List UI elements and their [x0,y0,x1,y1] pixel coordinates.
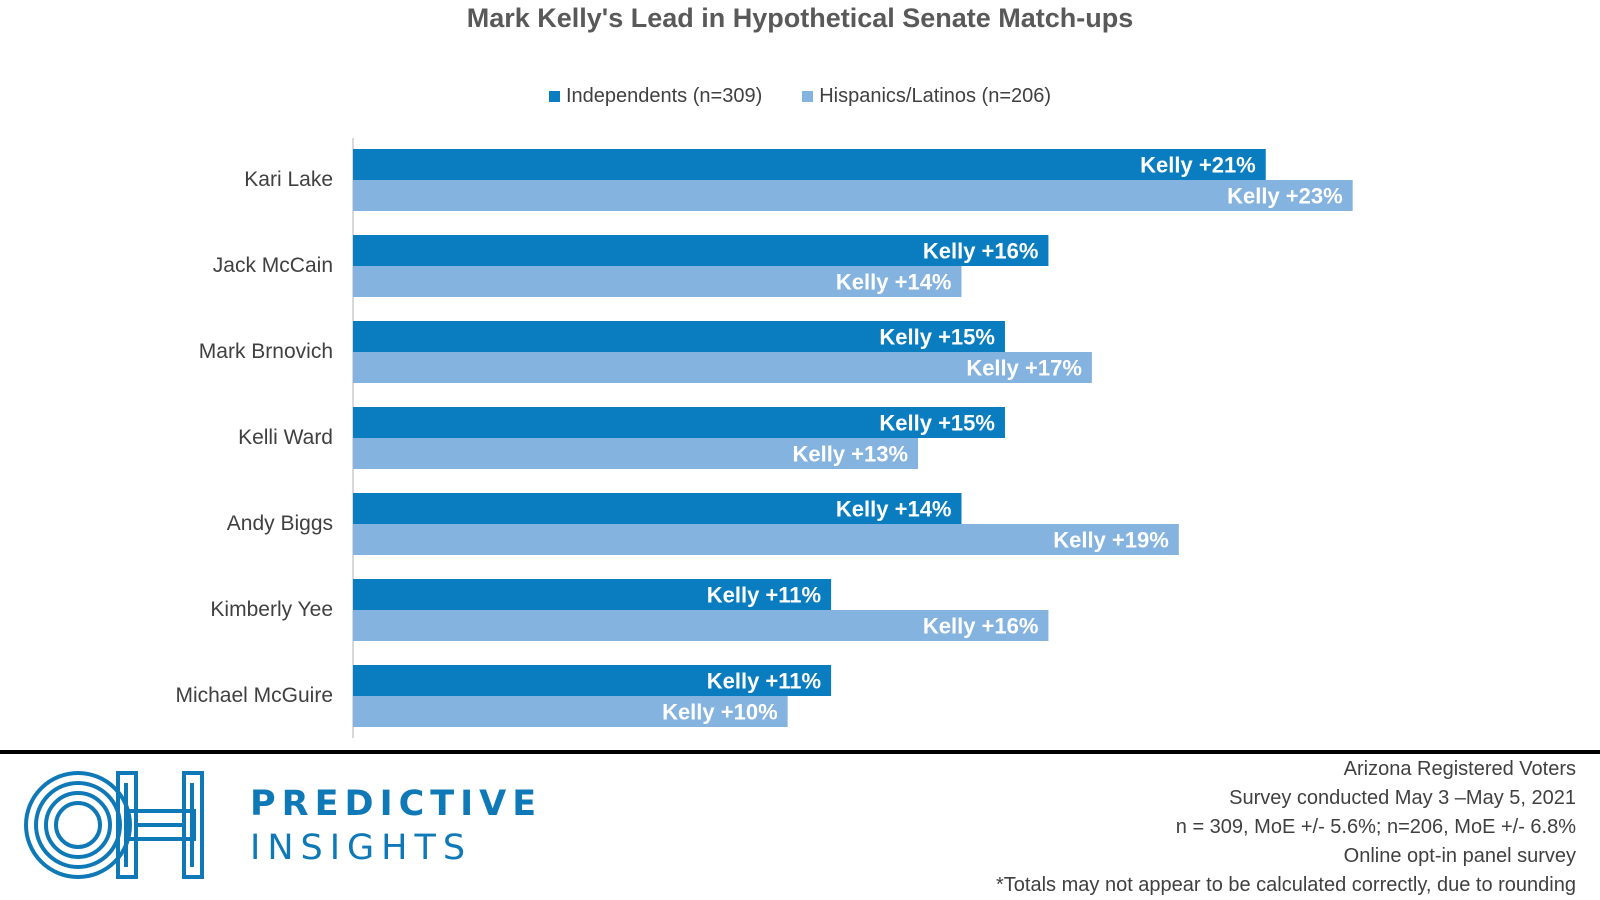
oh-logo [24,771,204,879]
bar-chart: Kari Lake Kelly +21% Kelly +23% Jack McCain… [175,138,1353,738]
chart-legend: Independents (n=309) Hispanics/Latinos (… [0,85,1600,108]
bar-hispanics [353,266,962,297]
note-rounding: *Totals may not appear to be calculated … [996,874,1576,896]
chart-title: Mark Kelly's Lead in Hypothetical Senate… [466,3,1134,33]
bar-data-label: Kelly +14% [836,497,952,522]
bar-independents [353,579,832,610]
bar-independents [353,407,1005,438]
survey-notes: Arizona Registered Voters Survey conduct… [996,755,1576,900]
brand-line-2: INSIGHTS [250,828,473,868]
bar-hispanics [353,610,1049,641]
note-dates: Survey conducted May 3 –May 5, 2021 [1229,787,1576,809]
bar-independents [353,493,962,524]
bar-hispanics [353,524,1179,555]
category-label: Kimberly Yee [210,598,333,621]
category-label: Michael McGuire [175,684,333,707]
bar-hispanics [353,180,1353,211]
bar-data-label: Kelly +15% [879,325,995,350]
bar-data-label: Kelly +23% [1227,184,1343,209]
footer-divider [0,750,1600,754]
bar-data-label: Kelly +13% [792,442,908,467]
bar-data-label: Kelly +15% [879,411,995,436]
brand-line-1: PREDICTIVE [250,784,543,824]
category-label: Kelli Ward [238,426,333,449]
category-label: Mark Brnovich [199,340,333,363]
bar-independents [353,321,1005,352]
note-population: Arizona Registered Voters [1343,758,1576,780]
bar-independents [353,665,832,696]
bar-data-label: Kelly +16% [923,614,1039,639]
legend-label-hispanics: Hispanics/Latinos (n=206) [819,85,1052,107]
legend-swatch-hispanics [802,91,814,102]
bar-independents [353,149,1266,180]
bar-data-label: Kelly +11% [707,583,821,608]
bar-independents [353,235,1049,266]
category-label: Andy Biggs [227,512,333,535]
bar-data-label: Kelly +19% [1053,528,1169,553]
category-label: Jack McCain [213,254,333,277]
bar-data-label: Kelly +11% [707,669,821,694]
bar-hispanics [353,696,788,727]
bar-hispanics [353,438,919,469]
bar-data-label: Kelly +17% [966,356,1082,381]
legend-label-independents: Independents (n=309) [565,85,763,107]
bar-data-label: Kelly +10% [662,700,778,725]
legend-item-independents: Independents (n=309) [548,85,763,108]
brand-wordmark: PREDICTIVE INSIGHTS [250,782,542,870]
bar-hispanics [353,352,1092,383]
category-label: Kari Lake [244,168,333,191]
note-sample: n = 309, MoE +/- 5.6%; n=206, MoE +/- 6.… [1175,816,1576,838]
bar-data-label: Kelly +16% [923,239,1039,264]
note-method: Online opt-in panel survey [1343,845,1576,867]
legend-swatch-independents [548,91,560,102]
legend-item-hispanics: Hispanics/Latinos (n=206) [802,85,1051,108]
bar-data-label: Kelly +21% [1140,153,1256,178]
bar-data-label: Kelly +14% [836,270,952,295]
